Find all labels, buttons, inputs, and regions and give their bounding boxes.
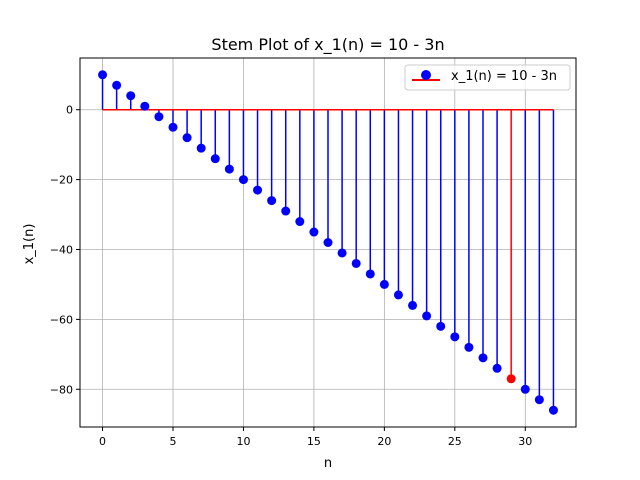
x-ticks: 0 5 10 15 20 25 30 [99,427,532,448]
stem-marker [464,342,474,352]
x-axis-label: n [324,456,332,471]
legend-label: x_1(n) = 10 - 3n [451,69,557,84]
x-tick-label: 0 [99,435,106,448]
stem-marker [98,70,108,80]
stem-marker [168,122,178,132]
legend-box [404,64,571,91]
stem-marker [408,300,418,310]
stem-marker [126,91,136,101]
stem-marker [196,143,206,153]
stem-marker [422,311,432,321]
stem-marker [450,332,460,342]
stem-marker [492,363,502,373]
stem-marker [295,217,305,227]
stem-lines [101,74,555,411]
stem-marker [337,248,347,258]
y-tick-label: 0 [66,104,73,117]
axes-frame [79,57,577,428]
y-tick-label: −20 [50,174,73,187]
stem-marker [112,80,122,90]
legend-marker-swatch [421,70,431,80]
y-tick-label: −60 [50,313,73,326]
stem-marker [393,290,403,300]
y-ticks: 0 −20 −40 −60 −80 [50,104,80,396]
stem-marker [253,185,263,195]
stem-marker [520,384,530,394]
x-tick-label: 15 [307,435,321,448]
stem-marker [548,405,558,415]
y-axis-label: x_1(n) [22,224,37,265]
stem-marker [140,101,150,111]
highlight-marker [506,374,516,384]
stem-marker [365,269,375,279]
y-tick-label: −80 [50,383,73,396]
stem-marker [224,164,234,174]
stem-marker [534,395,544,405]
stem-marker [379,279,389,289]
stem-marker [281,206,291,216]
stem-marker [182,133,192,143]
stem-marker [351,258,361,268]
x-tick-label: 10 [236,435,250,448]
legend: x_1(n) = 10 - 3n [404,64,571,91]
stem-marker [323,238,333,247]
stem-marker [309,227,319,237]
stem-marker [210,154,220,164]
y-tick-label: −40 [50,243,73,256]
x-tick-label: 20 [377,435,391,448]
x-tick-label: 5 [170,435,177,448]
chart-title: Stem Plot of x_1(n) = 10 - 3n [211,35,444,55]
x-tick-label: 25 [448,435,462,448]
stem-markers [98,70,558,415]
stem-marker [478,353,488,363]
stem-marker [238,175,248,185]
stem-marker [154,112,164,122]
stem-marker [436,321,446,331]
x-tick-label: 30 [518,435,532,448]
stem-marker [267,196,277,206]
